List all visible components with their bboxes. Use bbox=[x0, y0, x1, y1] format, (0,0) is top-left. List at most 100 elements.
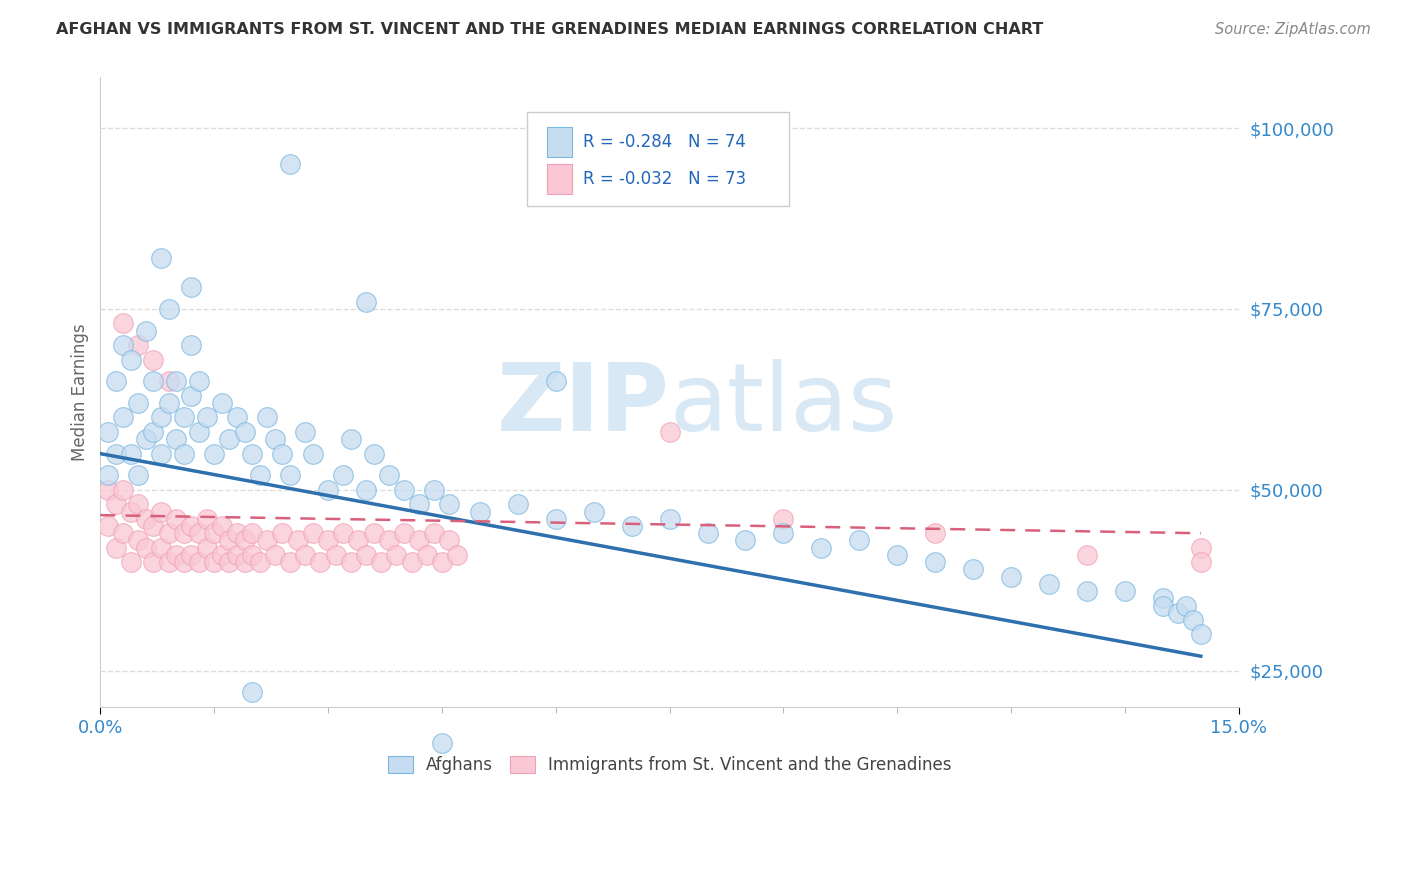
Point bbox=[1114, 584, 1136, 599]
Point bbox=[218, 432, 240, 446]
FancyBboxPatch shape bbox=[527, 112, 789, 206]
Bar bbox=[547, 163, 572, 194]
Point bbox=[354, 483, 377, 497]
Point bbox=[188, 526, 211, 541]
Point bbox=[150, 541, 173, 555]
Point bbox=[127, 533, 149, 548]
Point bbox=[180, 389, 202, 403]
Point bbox=[233, 533, 256, 548]
Point bbox=[408, 497, 430, 511]
Point bbox=[354, 294, 377, 309]
Point bbox=[188, 555, 211, 569]
Point bbox=[120, 504, 142, 518]
Point bbox=[135, 432, 157, 446]
Point bbox=[544, 512, 567, 526]
Text: R = -0.284   N = 74: R = -0.284 N = 74 bbox=[583, 133, 747, 152]
Point bbox=[97, 468, 120, 483]
Text: ZIP: ZIP bbox=[496, 359, 669, 450]
Point bbox=[1152, 591, 1174, 606]
Point bbox=[886, 548, 908, 562]
Point bbox=[696, 526, 718, 541]
Point bbox=[173, 410, 195, 425]
Point bbox=[658, 425, 681, 439]
Point bbox=[924, 526, 946, 541]
Point bbox=[127, 396, 149, 410]
Point bbox=[127, 468, 149, 483]
Point bbox=[1182, 613, 1205, 627]
Point bbox=[264, 548, 287, 562]
Point bbox=[97, 425, 120, 439]
Point bbox=[278, 555, 301, 569]
Point bbox=[97, 519, 120, 533]
Point bbox=[278, 468, 301, 483]
Point bbox=[112, 338, 135, 352]
Point bbox=[810, 541, 832, 555]
Point bbox=[112, 483, 135, 497]
Point bbox=[340, 555, 363, 569]
Point bbox=[287, 533, 309, 548]
Point bbox=[142, 519, 165, 533]
Point bbox=[924, 555, 946, 569]
Point bbox=[150, 447, 173, 461]
Point bbox=[157, 374, 180, 388]
Point bbox=[332, 468, 354, 483]
Point bbox=[347, 533, 370, 548]
Point bbox=[415, 548, 437, 562]
Text: AFGHAN VS IMMIGRANTS FROM ST. VINCENT AND THE GRENADINES MEDIAN EARNINGS CORRELA: AFGHAN VS IMMIGRANTS FROM ST. VINCENT AN… bbox=[56, 22, 1043, 37]
Point bbox=[340, 432, 363, 446]
Point bbox=[157, 301, 180, 316]
Point bbox=[112, 526, 135, 541]
Point bbox=[1189, 541, 1212, 555]
Point bbox=[249, 555, 271, 569]
Point bbox=[271, 447, 294, 461]
Point bbox=[302, 447, 325, 461]
Point bbox=[127, 338, 149, 352]
Point bbox=[173, 447, 195, 461]
Point bbox=[377, 468, 399, 483]
Y-axis label: Median Earnings: Median Earnings bbox=[72, 323, 89, 461]
Point bbox=[165, 548, 187, 562]
Point bbox=[325, 548, 347, 562]
Point bbox=[256, 410, 278, 425]
Point bbox=[135, 324, 157, 338]
Point bbox=[1000, 569, 1022, 583]
Point bbox=[226, 526, 249, 541]
Point bbox=[309, 555, 332, 569]
Point bbox=[392, 483, 415, 497]
Point bbox=[142, 374, 165, 388]
Point bbox=[202, 526, 225, 541]
Point bbox=[180, 548, 202, 562]
Point bbox=[211, 396, 233, 410]
Point bbox=[150, 410, 173, 425]
Point bbox=[142, 555, 165, 569]
Point bbox=[165, 374, 187, 388]
Point bbox=[104, 497, 127, 511]
Text: atlas: atlas bbox=[669, 359, 898, 450]
Point bbox=[112, 317, 135, 331]
Point bbox=[135, 512, 157, 526]
Point bbox=[165, 432, 187, 446]
Point bbox=[294, 425, 316, 439]
Legend: Afghans, Immigrants from St. Vincent and the Grenadines: Afghans, Immigrants from St. Vincent and… bbox=[381, 748, 957, 780]
Point bbox=[211, 519, 233, 533]
Point bbox=[1076, 548, 1098, 562]
Point bbox=[423, 483, 446, 497]
Point bbox=[157, 396, 180, 410]
Point bbox=[195, 512, 218, 526]
Point bbox=[104, 541, 127, 555]
Point bbox=[370, 555, 392, 569]
Point bbox=[392, 526, 415, 541]
Point bbox=[112, 410, 135, 425]
Point bbox=[173, 526, 195, 541]
Point bbox=[157, 555, 180, 569]
Point bbox=[848, 533, 870, 548]
Point bbox=[226, 410, 249, 425]
Point bbox=[354, 548, 377, 562]
Point bbox=[97, 483, 120, 497]
Point bbox=[658, 512, 681, 526]
Point bbox=[233, 425, 256, 439]
Point bbox=[772, 512, 794, 526]
Point bbox=[202, 555, 225, 569]
Point bbox=[188, 374, 211, 388]
Point bbox=[278, 157, 301, 171]
